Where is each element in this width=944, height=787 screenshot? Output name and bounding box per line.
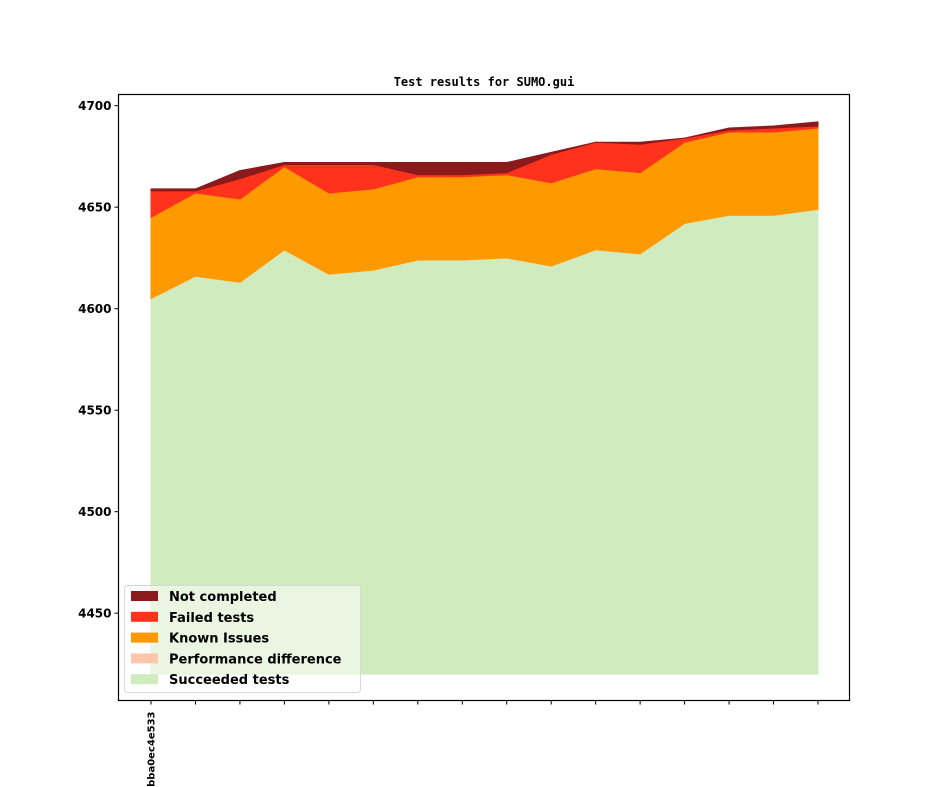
legend-swatch-failed-tests (131, 611, 158, 622)
legend-box (124, 585, 361, 693)
legend-label-succeeded-tests: Succeeded tests (169, 673, 290, 688)
legend-label-not-completed: Not completed (169, 590, 277, 605)
x-axis: bba0ec4e533 (147, 700, 819, 787)
chart-title: Test results for SUMO.gui (394, 75, 575, 89)
x-tick-label: bba0ec4e533 (147, 711, 158, 786)
y-tick-label: 4500 (78, 505, 111, 519)
y-tick-label: 4650 (78, 201, 111, 215)
legend-swatch-succeeded-tests (131, 674, 158, 685)
legend-swatch-performance-difference (131, 653, 158, 664)
legend-label-performance-difference: Performance difference (169, 652, 342, 667)
legend-swatch-known-issues (131, 632, 158, 643)
plot-areas (150, 121, 819, 675)
area-not-completed (150, 121, 819, 192)
y-axis: 4450 4500 4550 4600 4650 4700 (78, 99, 119, 621)
y-tick-label: 4600 (78, 302, 111, 316)
y-tick-label: 4450 (78, 607, 111, 621)
legend-swatch-not-completed (131, 591, 158, 601)
legend-label-known-issues: Known Issues (169, 632, 269, 647)
legend-label-failed-tests: Failed tests (169, 611, 254, 626)
plot-frame (117, 93, 851, 702)
legend: Not completed Failed tests Known Issues Per… (124, 585, 361, 693)
y-tick-label: 4700 (78, 99, 111, 113)
y-tick-label: 4550 (78, 404, 111, 418)
